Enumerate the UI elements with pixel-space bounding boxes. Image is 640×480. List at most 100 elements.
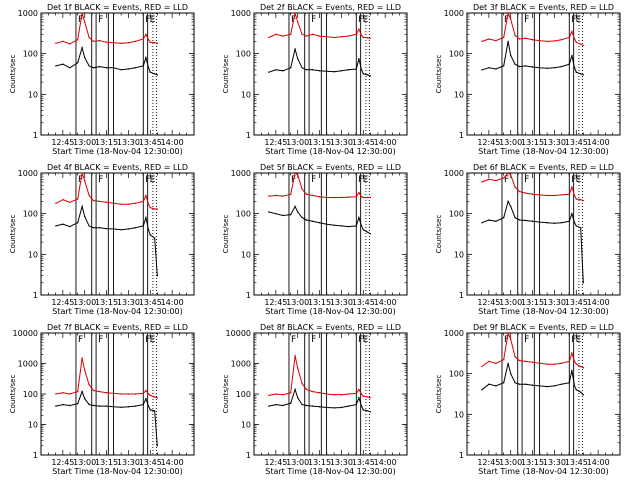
- data-point: [69, 201, 71, 203]
- data-point: [367, 37, 369, 39]
- data-point: [98, 405, 101, 407]
- data-point: [282, 70, 284, 72]
- detector-panel: Det 3f BLACK = Events, RED = LLD 1 10 100 10…: [435, 3, 621, 156]
- data-point: [575, 71, 577, 73]
- data-point: [367, 74, 369, 76]
- data-point: [305, 193, 308, 195]
- data-point: [580, 227, 582, 229]
- data-point: [538, 362, 541, 364]
- data-point: [568, 193, 570, 195]
- data-point: [325, 406, 328, 409]
- data-point: [488, 67, 490, 69]
- interval-marker-label: F: [524, 335, 529, 345]
- y-tick-label: 100: [23, 210, 38, 219]
- x-tick-label: 12:45: [477, 458, 500, 467]
- y-tick-label: 10: [241, 250, 251, 259]
- data-point: [575, 225, 577, 227]
- data-point: [88, 225, 90, 227]
- data-point: [77, 390, 79, 393]
- data-point: [134, 40, 137, 43]
- data-point: [268, 211, 270, 213]
- data-point: [560, 194, 563, 196]
- data-point: [301, 403, 303, 406]
- x-tick-label: 13:15: [308, 458, 331, 467]
- data-point: [369, 75, 371, 77]
- data-point: [573, 38, 576, 40]
- x-axis-label: Start Time (18-Nov-04 12:30:00): [265, 147, 395, 156]
- data-point: [531, 220, 534, 222]
- data-point: [149, 394, 151, 397]
- data-point: [325, 36, 328, 38]
- x-tick-label: 13:00: [286, 298, 309, 307]
- data-point: [362, 409, 364, 411]
- data-point: [275, 33, 277, 35]
- data-point: [573, 194, 576, 197]
- panel-title: Det 6f BLACK = Events, RED = LLD: [473, 163, 614, 172]
- x-tick-label: 14:00: [161, 298, 184, 307]
- data-point: [305, 388, 308, 391]
- data-point: [510, 54, 512, 57]
- data-point: [571, 213, 573, 215]
- x-tick-label: 13:30: [117, 138, 140, 147]
- data-point: [575, 41, 577, 43]
- data-point: [367, 196, 369, 199]
- interval-marker-label: F: [78, 335, 83, 345]
- data-point: [507, 172, 509, 174]
- detector-panel: Det 2f BLACK = Events, RED = LLD 1 10 100 10…: [222, 3, 408, 156]
- y-axis-label: Counts/sec: [9, 55, 17, 94]
- data-point: [573, 222, 576, 224]
- lld-series-line: [55, 12, 158, 45]
- data-point: [358, 388, 360, 391]
- interval-marker-label: F: [311, 175, 316, 185]
- data-point: [290, 213, 292, 216]
- lld-series-line: [268, 172, 371, 198]
- data-point: [98, 65, 101, 68]
- panel-title: Det 4f BLACK = Events, RED = LLD: [47, 163, 188, 172]
- data-point: [77, 198, 79, 200]
- data-point: [531, 193, 534, 195]
- data-point: [340, 225, 343, 227]
- data-point: [553, 194, 556, 197]
- data-point: [582, 199, 584, 202]
- x-tick-label: 13:45: [565, 458, 588, 467]
- x-axis-label: Start Time (18-Nov-04 12:30:00): [265, 467, 395, 476]
- x-tick-label: 12:45: [477, 298, 500, 307]
- interval-marker-label: F: [145, 335, 150, 345]
- interval-marker-label: F: [358, 15, 363, 25]
- y-tick-label: 100: [236, 50, 251, 59]
- data-point: [120, 229, 123, 231]
- data-point: [156, 274, 158, 277]
- data-point: [510, 205, 512, 208]
- data-point: [55, 225, 57, 227]
- data-point: [582, 74, 584, 76]
- data-point: [149, 234, 151, 236]
- data-point: [55, 65, 57, 67]
- data-point: [81, 205, 83, 208]
- data-point: [127, 228, 130, 230]
- data-point: [301, 382, 303, 385]
- data-point: [347, 196, 350, 198]
- data-point: [88, 194, 90, 197]
- data-point: [84, 56, 86, 59]
- detector-panel: Det 4f BLACK = Events, RED = LLD 1 10 100 10…: [9, 163, 195, 316]
- data-point: [560, 362, 563, 364]
- x-tick-label: 13:15: [521, 138, 544, 147]
- panel-title: Det 3f BLACK = Events, RED = LLD: [473, 3, 614, 12]
- panel-title: Det 9f BLACK = Events, RED = LLD: [473, 323, 614, 332]
- data-point: [268, 195, 270, 197]
- data-point: [518, 383, 521, 385]
- data-point: [531, 384, 534, 386]
- data-point: [297, 367, 299, 369]
- y-tick-label: 1000: [18, 9, 38, 18]
- data-point: [367, 231, 369, 233]
- x-tick-label: 12:45: [51, 298, 74, 307]
- data-point: [156, 445, 158, 447]
- interval-marker-label: F: [311, 335, 316, 345]
- data-point: [268, 394, 270, 397]
- lld-series-line: [481, 331, 584, 369]
- interval-marker-label: F: [504, 175, 509, 185]
- interval-marker-label: E: [576, 175, 582, 185]
- data-point: [127, 42, 130, 44]
- events-series-line: [55, 390, 158, 446]
- y-axis-label: Counts/sec: [435, 215, 443, 254]
